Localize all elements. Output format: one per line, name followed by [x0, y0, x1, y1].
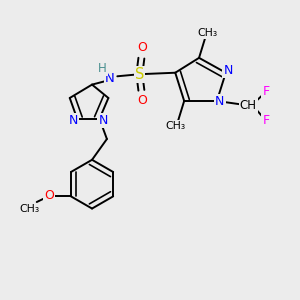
Text: N: N — [224, 64, 233, 77]
Text: S: S — [135, 67, 144, 82]
Text: CH₃: CH₃ — [20, 204, 40, 214]
Text: CH₃: CH₃ — [165, 121, 185, 130]
Text: N: N — [215, 95, 224, 108]
Text: F: F — [262, 85, 269, 98]
Text: H: H — [98, 62, 107, 75]
Text: CH: CH — [240, 99, 256, 112]
Text: O: O — [137, 94, 147, 107]
Text: O: O — [137, 41, 147, 54]
Text: O: O — [44, 189, 54, 202]
Text: N: N — [98, 114, 108, 127]
Text: CH₃: CH₃ — [197, 28, 218, 38]
Text: F: F — [262, 114, 269, 127]
Text: N: N — [69, 114, 78, 127]
Text: N: N — [105, 72, 115, 85]
